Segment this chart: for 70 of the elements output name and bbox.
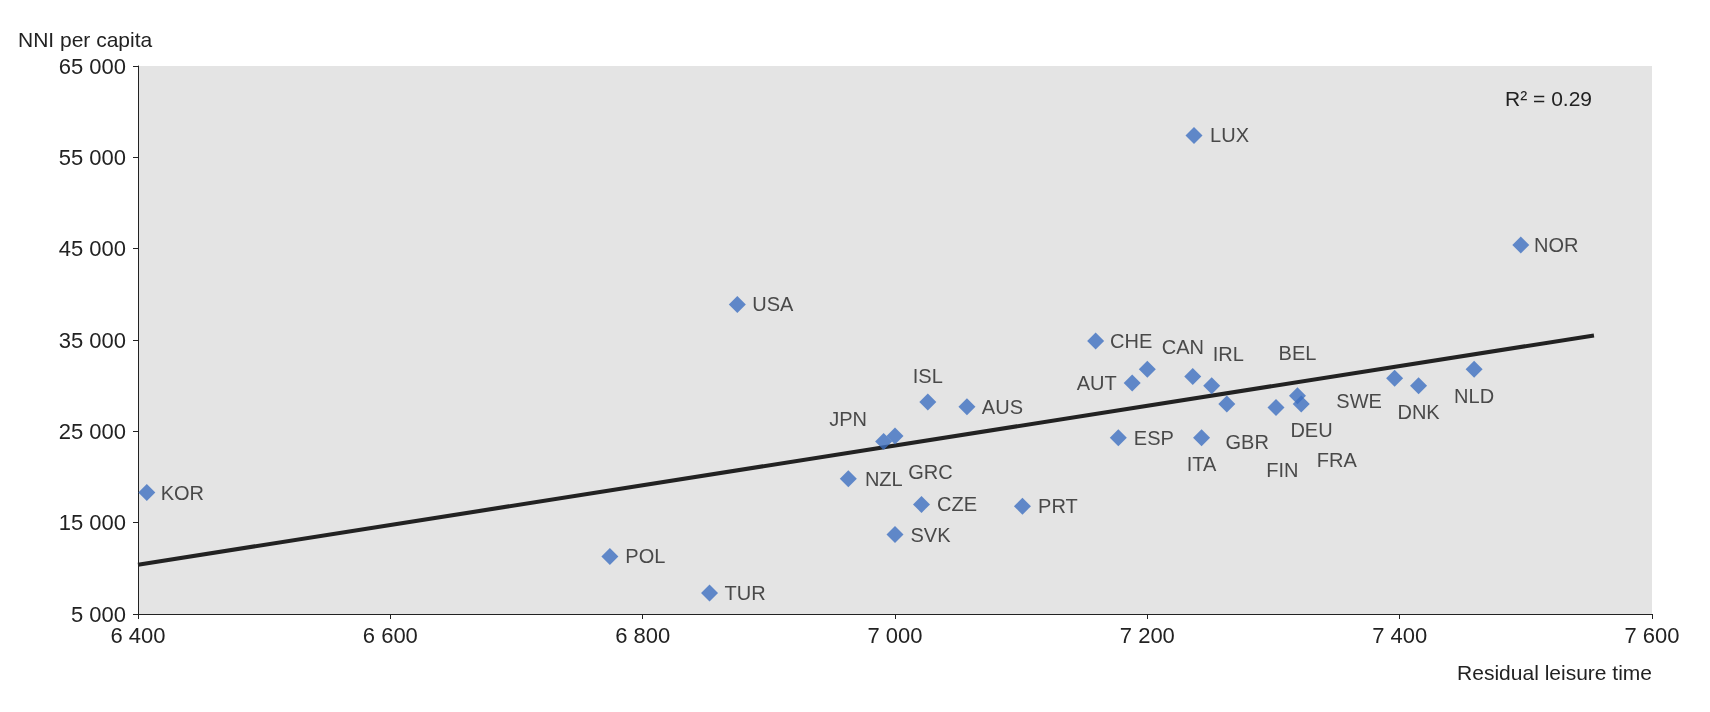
data-label: POL	[625, 545, 666, 568]
point	[886, 427, 904, 445]
point	[919, 393, 937, 411]
data-label: TUR	[724, 581, 766, 604]
point	[701, 584, 719, 602]
data-label: KOR	[160, 481, 204, 504]
point	[1193, 429, 1211, 447]
point	[1386, 369, 1404, 387]
x-tick-label: 7 400	[1372, 622, 1428, 648]
y-tick-label: 55 000	[58, 144, 126, 170]
data-label: ISL	[912, 364, 943, 387]
x-tick-label: 7 000	[867, 622, 923, 648]
point	[1465, 360, 1483, 378]
point	[1185, 126, 1203, 144]
annotation: R² = 0.29	[1505, 87, 1593, 110]
point	[912, 495, 930, 513]
point	[138, 484, 156, 502]
point	[601, 547, 619, 565]
data-label: AUT	[1076, 371, 1117, 394]
y-tick-label: 35 000	[58, 327, 126, 353]
point	[728, 295, 746, 313]
point	[1109, 429, 1127, 447]
point	[839, 470, 857, 488]
point	[1267, 399, 1285, 417]
data-label: CZE	[936, 493, 977, 516]
x-axis-title: Residual leisure time	[1457, 661, 1652, 684]
data-label: FRA	[1316, 449, 1358, 472]
data-label: AUS	[981, 395, 1023, 418]
x-tick-label: 7 600	[1624, 622, 1680, 648]
point	[1218, 395, 1236, 413]
point	[875, 432, 893, 450]
point	[1512, 236, 1530, 254]
y-tick-label: 15 000	[58, 510, 126, 536]
point	[886, 526, 904, 544]
data-label: NLD	[1454, 384, 1495, 407]
point	[1292, 395, 1310, 413]
point	[1013, 497, 1031, 515]
y-axis-title: NNI per capita	[18, 28, 153, 51]
data-label: NZL	[864, 467, 903, 490]
point	[1087, 332, 1105, 350]
data-label: LUX	[1210, 124, 1249, 147]
data-label: SWE	[1336, 389, 1382, 412]
data-label: GBR	[1225, 431, 1269, 454]
data-label: GRC	[908, 461, 953, 484]
data-label: FIN	[1266, 459, 1299, 482]
point	[1138, 360, 1156, 378]
y-tick-label: 45 000	[58, 236, 126, 262]
y-tick-label: 25 000	[58, 418, 126, 444]
data-label: CAN	[1161, 335, 1204, 358]
y-tick-label: 65 000	[58, 53, 126, 79]
data-label: DEU	[1290, 419, 1333, 442]
data-label: JPN	[829, 407, 868, 430]
point	[1184, 368, 1202, 386]
point	[1123, 374, 1141, 392]
x-tick-label: 7 200	[1119, 622, 1175, 648]
point	[1410, 377, 1428, 395]
data-label: ITA	[1186, 453, 1218, 476]
point	[1203, 377, 1221, 395]
data-label: USA	[752, 293, 795, 316]
x-tick-label: 6 800	[615, 622, 671, 648]
data-label: IRL	[1212, 343, 1244, 366]
data-label: PRT	[1038, 495, 1078, 518]
data-label: DNK	[1397, 401, 1441, 424]
data-label: NOR	[1534, 234, 1579, 257]
point	[958, 398, 976, 416]
data-label: ESP	[1133, 426, 1174, 449]
data-label: SVK	[910, 523, 952, 546]
x-tick-label: 6 600	[362, 622, 418, 648]
data-label: BEL	[1278, 342, 1317, 365]
data-label: CHE	[1109, 329, 1153, 352]
